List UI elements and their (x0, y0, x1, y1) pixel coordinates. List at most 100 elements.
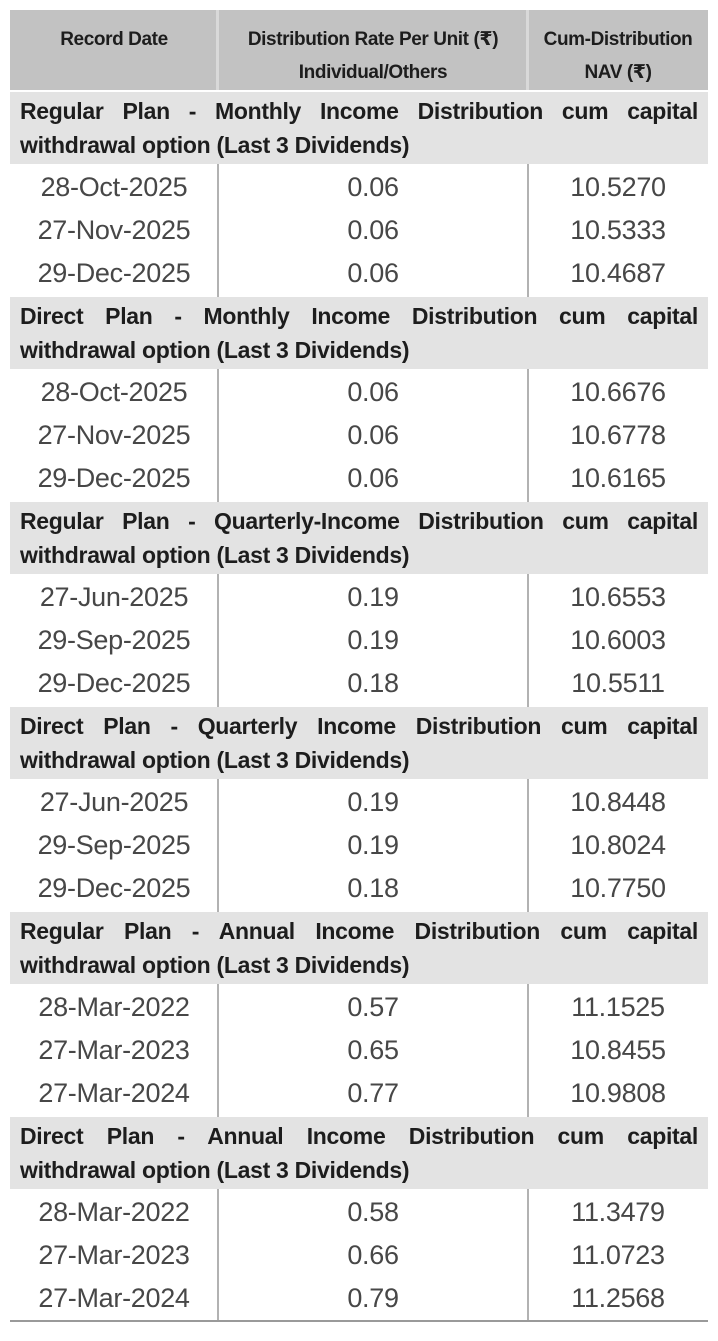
record-date-cell: 27-Mar-2023 (38, 1035, 190, 1065)
rate-cell: 0.18 (347, 873, 399, 903)
record-date-cell: 27-Mar-2023 (38, 1240, 190, 1270)
table-row: 27-Mar-2023 0.65 10.8455 (10, 1029, 708, 1072)
record-date-cell: 28-Oct-2025 (40, 172, 188, 202)
section-title-line2: withdrawal option (Last 3 Dividends) (20, 337, 410, 363)
nav-cell: 10.6553 (570, 582, 666, 612)
section-title-line1: Direct Plan - Quarterly Income Distribut… (20, 713, 698, 739)
table-row: 27-Nov-2025 0.06 10.6778 (10, 414, 708, 457)
section-header-regular-quarterly: Regular Plan - Quarterly-Income Distribu… (10, 502, 708, 574)
record-date-cell: 29-Sep-2025 (37, 625, 191, 655)
table-row: 28-Mar-2022 0.58 11.3479 (10, 1191, 708, 1234)
section-title-line1: Regular Plan - Quarterly-Income Distribu… (20, 508, 698, 534)
nav-cell: 10.6778 (570, 420, 666, 450)
section-title-line2: withdrawal option (Last 3 Dividends) (20, 132, 410, 158)
rate-cell: 0.06 (347, 215, 399, 245)
record-date-cell: 29-Dec-2025 (37, 668, 191, 698)
section-title-line2: withdrawal option (Last 3 Dividends) (20, 542, 410, 568)
table-row: 29-Dec-2025 0.06 10.6165 (10, 457, 708, 500)
column-header-sublabel: Individual/Others (298, 62, 448, 83)
rate-cell: 0.57 (347, 992, 399, 1022)
table-bottom-border (10, 1320, 708, 1322)
nav-cell: 11.0723 (571, 1240, 665, 1270)
record-date-cell: 28-Mar-2022 (38, 1197, 190, 1227)
section-title-line1: Direct Plan - Monthly Income Distributio… (20, 303, 698, 329)
section-title-line2: withdrawal option (Last 3 Dividends) (20, 952, 410, 978)
nav-cell: 11.1525 (571, 992, 665, 1022)
section-rows: 28-Oct-2025 0.06 10.5270 27-Nov-2025 0.0… (10, 166, 708, 295)
section-title-line1: Regular Plan - Monthly Income Distributi… (20, 98, 698, 124)
section-header-direct-monthly: Direct Plan - Monthly Income Distributio… (10, 297, 708, 369)
nav-cell: 10.6003 (570, 625, 666, 655)
rate-cell: 0.19 (347, 625, 399, 655)
nav-cell: 10.5270 (570, 172, 666, 202)
header-column-divider (216, 10, 219, 90)
column-header-label: Cum-Distribution (543, 29, 693, 50)
table-row: 28-Oct-2025 0.06 10.6676 (10, 371, 708, 414)
record-date-cell: 29-Dec-2025 (37, 873, 191, 903)
nav-cell: 10.8024 (570, 830, 666, 860)
section-title-line2: withdrawal option (Last 3 Dividends) (20, 747, 410, 773)
rate-cell: 0.19 (347, 582, 399, 612)
table-row: 29-Dec-2025 0.18 10.7750 (10, 867, 708, 910)
table-row: 29-Sep-2025 0.19 10.8024 (10, 824, 708, 867)
section-header-direct-quarterly: Direct Plan - Quarterly Income Distribut… (10, 707, 708, 779)
column-header-distribution-rate: Distribution Rate Per Unit (₹) Individua… (218, 10, 528, 90)
table-row: 28-Mar-2022 0.57 11.1525 (10, 986, 708, 1029)
table-row: 27-Mar-2024 0.79 11.2568 (10, 1277, 708, 1320)
nav-cell: 10.7750 (570, 873, 666, 903)
record-date-cell: 27-Nov-2025 (37, 420, 191, 450)
record-date-cell: 27-Nov-2025 (37, 215, 191, 245)
nav-cell: 10.8448 (570, 787, 666, 817)
section-header-regular-annual: Regular Plan - Annual Income Distributio… (10, 912, 708, 984)
section-rows: 27-Jun-2025 0.19 10.8448 29-Sep-2025 0.1… (10, 781, 708, 910)
table-row: 28-Oct-2025 0.06 10.5270 (10, 166, 708, 209)
table-row: 27-Jun-2025 0.19 10.8448 (10, 781, 708, 824)
table-row: 29-Dec-2025 0.06 10.4687 (10, 252, 708, 295)
rate-cell: 0.06 (347, 172, 399, 202)
column-header-sublabel: NAV (₹) (584, 62, 652, 83)
nav-cell: 10.6676 (570, 377, 666, 407)
section-rows: 27-Jun-2025 0.19 10.6553 29-Sep-2025 0.1… (10, 576, 708, 705)
nav-cell: 10.5333 (570, 215, 666, 245)
column-header-label: Distribution Rate Per Unit (₹) (247, 29, 499, 50)
nav-cell: 10.9808 (570, 1078, 666, 1108)
table-row: 27-Jun-2025 0.19 10.6553 (10, 576, 708, 619)
record-date-cell: 27-Mar-2024 (38, 1283, 190, 1313)
rate-cell: 0.19 (347, 787, 399, 817)
nav-cell: 10.4687 (570, 258, 666, 288)
section-title-line2: withdrawal option (Last 3 Dividends) (20, 1157, 410, 1183)
section-title-line1: Direct Plan - Annual Income Distribution… (20, 1123, 698, 1149)
section-rows: 28-Mar-2022 0.57 11.1525 27-Mar-2023 0.6… (10, 986, 708, 1115)
rate-cell: 0.18 (347, 668, 399, 698)
record-date-cell: 27-Mar-2024 (38, 1078, 190, 1108)
table-row: 29-Dec-2025 0.18 10.5511 (10, 662, 708, 705)
nav-cell: 10.8455 (570, 1035, 666, 1065)
nav-cell: 11.3479 (571, 1197, 665, 1227)
table-row: 29-Sep-2025 0.19 10.6003 (10, 619, 708, 662)
record-date-cell: 27-Jun-2025 (39, 582, 189, 612)
rate-cell: 0.19 (347, 830, 399, 860)
record-date-cell: 29-Sep-2025 (37, 830, 191, 860)
rate-cell: 0.06 (347, 463, 399, 493)
rate-cell: 0.77 (347, 1078, 399, 1108)
rate-cell: 0.65 (347, 1035, 399, 1065)
rate-cell: 0.06 (347, 377, 399, 407)
column-header-cum-distribution-nav: Cum-Distribution NAV (₹) (528, 10, 708, 90)
section-header-regular-monthly: Regular Plan - Monthly Income Distributi… (10, 92, 708, 164)
table-body: Regular Plan - Monthly Income Distributi… (10, 92, 708, 1322)
table-header-row: Record Date Distribution Rate Per Unit (… (10, 10, 708, 90)
nav-cell: 10.6165 (570, 463, 666, 493)
table-row: 27-Nov-2025 0.06 10.5333 (10, 209, 708, 252)
section-rows: 28-Oct-2025 0.06 10.6676 27-Nov-2025 0.0… (10, 371, 708, 500)
header-column-divider (526, 10, 529, 90)
record-date-cell: 29-Dec-2025 (37, 258, 191, 288)
column-header-label: Record Date (60, 29, 168, 50)
column-header-record-date: Record Date (10, 10, 218, 90)
rate-cell: 0.79 (347, 1283, 399, 1313)
nav-cell: 10.5511 (571, 668, 665, 698)
table-row: 27-Mar-2023 0.66 11.0723 (10, 1234, 708, 1277)
nav-cell: 11.2568 (571, 1283, 665, 1313)
rate-cell: 0.06 (347, 258, 399, 288)
column-divider (527, 92, 529, 1320)
rate-cell: 0.66 (347, 1240, 399, 1270)
